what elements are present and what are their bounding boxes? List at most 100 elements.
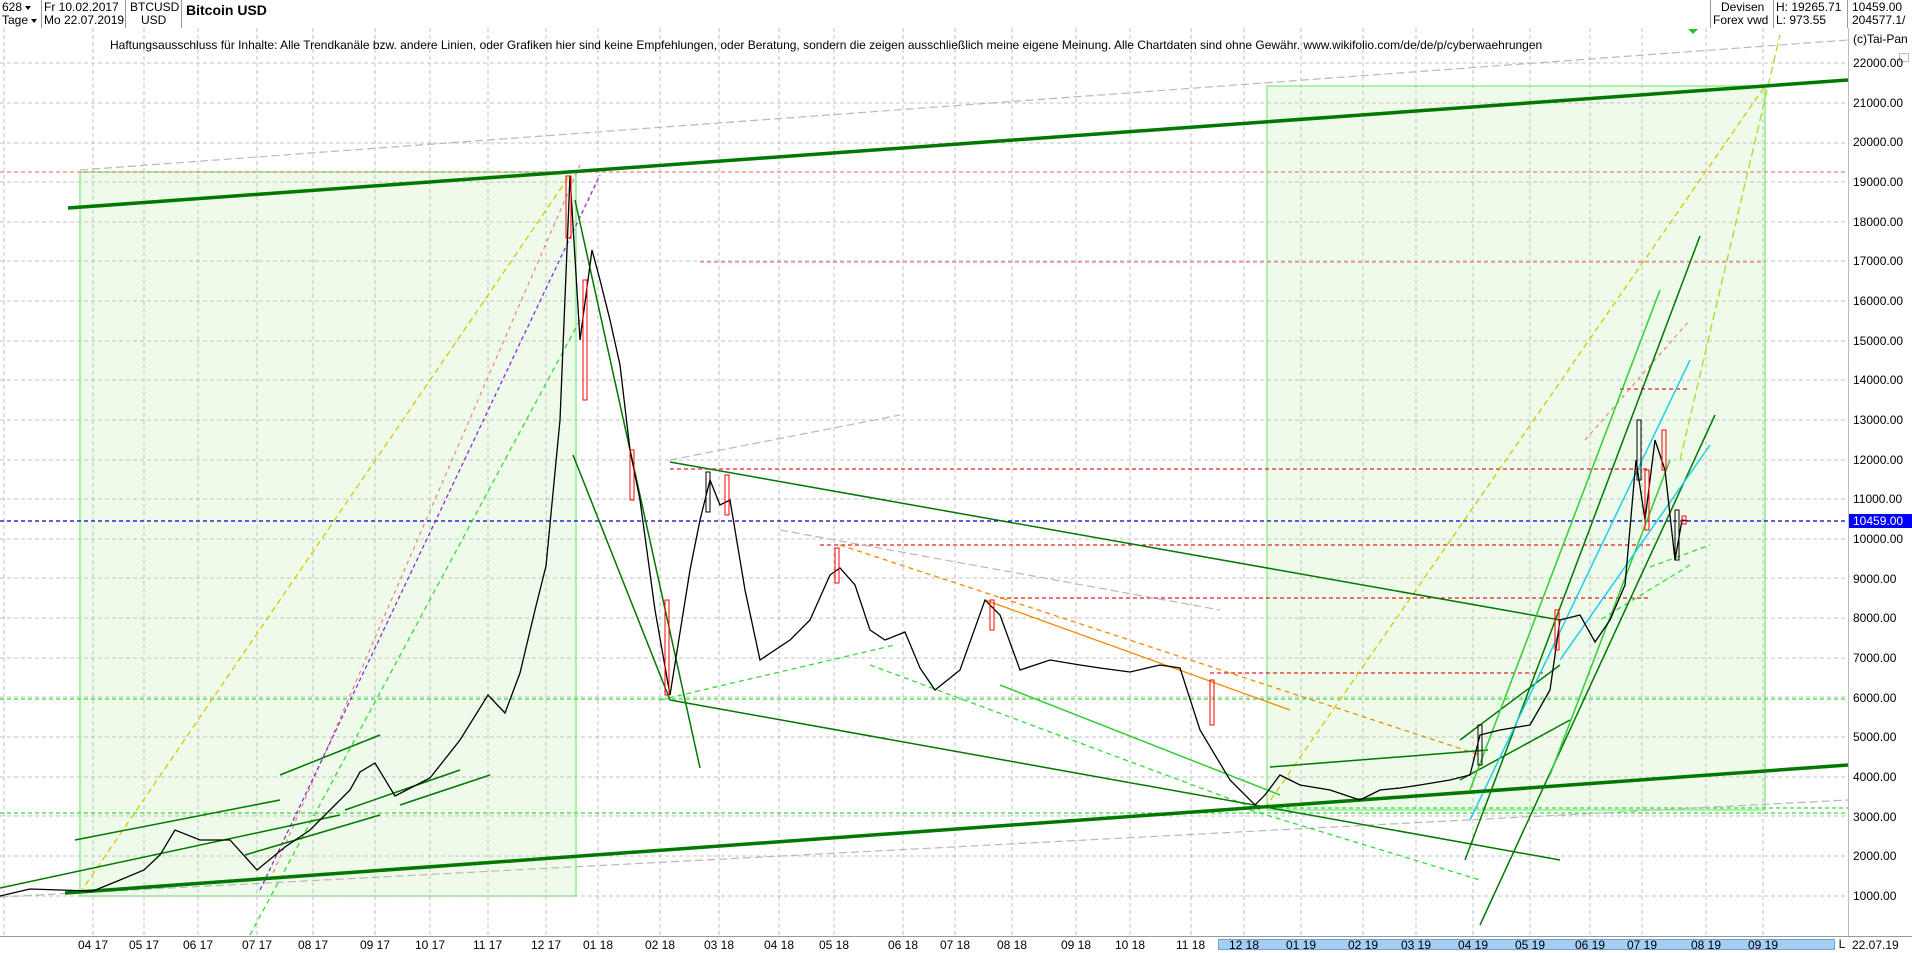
time-range-selection[interactable]	[1218, 939, 1835, 950]
x-tick-label: 02 19	[1348, 938, 1379, 952]
orange-solid-trendline	[984, 599, 1291, 711]
y-tick-label: 18000.00	[1853, 214, 1904, 229]
market-label: Devisen	[1721, 0, 1765, 14]
y-tick-label: 12000.00	[1853, 452, 1904, 467]
x-tick-label: 05 17	[129, 938, 160, 952]
chart-title: Bitcoin USD	[186, 2, 267, 18]
y-tick-label: 13000.00	[1853, 413, 1904, 428]
x-tick-label: 08 18	[997, 938, 1028, 952]
date-from[interactable]: Fr 10.02.2017	[44, 0, 119, 14]
x-tick-label: 08 17	[298, 938, 329, 952]
high-value: H: 19265.71	[1776, 0, 1842, 14]
x-tick-label: 03 18	[704, 938, 735, 952]
x-tick-label: 07 17	[242, 938, 273, 952]
x-tick-label: 10 18	[1115, 938, 1146, 952]
y-tick-label: 16000.00	[1853, 294, 1904, 309]
interval-select[interactable]: Tage	[2, 14, 38, 27]
source-label: Forex vwd	[1713, 13, 1769, 27]
date-to[interactable]: Mo 22.07.2019	[44, 13, 125, 27]
currency-label: USD	[141, 13, 167, 27]
x-tick-label: 07 19	[1627, 938, 1658, 952]
volume-value: 204577.1/	[1852, 13, 1906, 27]
symbol-cell: BTCUSD USD	[126, 0, 182, 28]
y-tick-label: 6000.00	[1853, 690, 1897, 705]
x-tick-label: 06 19	[1575, 938, 1606, 952]
y-tick-label: 11000.00	[1853, 492, 1903, 507]
horizontal-levels	[0, 171, 1848, 814]
y-tick-label: 10000.00	[1853, 532, 1904, 547]
x-tick-label: 04 18	[764, 938, 795, 952]
price-axis[interactable]: (c)Tai-Pan 1000.00 2000.00 3000.00 4000.00 5…	[1848, 28, 1912, 936]
y-tick-label: 4000.00	[1853, 770, 1897, 785]
candles	[565, 175, 1687, 766]
copyright-label: (c)Tai-Pan	[1853, 32, 1908, 46]
y-tick-label: 5000.00	[1853, 730, 1897, 745]
y-tick-label: 7000.00	[1853, 651, 1897, 666]
x-tick-label: 01 18	[583, 938, 614, 952]
y-tick-label: 2000.00	[1853, 849, 1897, 864]
long-term-channel	[64, 78, 1848, 895]
yellow-rays	[79, 85, 1766, 894]
x-tick-label: 11 18	[1176, 938, 1206, 952]
green-dashed-rays	[249, 319, 1711, 936]
grey-channel-lines	[0, 39, 1848, 898]
x-tick-label: 06 17	[183, 938, 214, 952]
y-tick-label: 19000.00	[1853, 175, 1904, 189]
y-tick-label: 14000.00	[1853, 373, 1904, 388]
x-tick-label: 11 17	[473, 938, 503, 952]
x-tick-label: 04 19	[1458, 938, 1489, 952]
period-select[interactable]: 628	[2, 1, 32, 14]
log-scale-button[interactable]: L	[1838, 937, 1846, 951]
period-cell: 628 Tage	[0, 0, 42, 28]
high-low-cell: H: 19265.71 L: 973.55	[1774, 0, 1848, 28]
lime-rays	[1679, 34, 1781, 461]
y-tick-label: 9000.00	[1853, 571, 1897, 586]
x-tick-label: 07 18	[940, 938, 971, 952]
y-tick-label: 15000.00	[1853, 333, 1904, 348]
x-tick-label: 03 19	[1401, 938, 1432, 952]
chevron-down-icon	[25, 5, 32, 10]
x-tick-label: 10 17	[415, 938, 446, 952]
chart-header: 628 Tage Fr 10.02.2017 Mo 22.07.2019 BTC…	[0, 0, 1912, 29]
x-tick-label: 08 19	[1691, 938, 1722, 952]
x-tick-label: 09 17	[360, 938, 391, 952]
y-tick-label: 22000.00	[1853, 56, 1904, 70]
time-axis[interactable]: 04 17 05 17 06 17 07 17 08 17 09 17 10 17 11 17…	[0, 936, 1912, 953]
market-cell: Devisen Forex vwd	[1710, 0, 1774, 28]
analysis-box-2017	[79, 171, 577, 897]
x-tick-label: 12 18	[1229, 938, 1260, 952]
y-tick-label: 1000.00	[1853, 889, 1897, 904]
date-range-cell: Fr 10.02.2017 Mo 22.07.2019	[42, 0, 126, 28]
y-tick-label: 20000.00	[1853, 135, 1904, 150]
x-tick-label: 01 19	[1286, 938, 1317, 952]
last-price: 10459.00	[1852, 0, 1903, 14]
x-tick-label: 09 18	[1061, 938, 1092, 952]
price-chart[interactable]	[0, 28, 1848, 936]
x-tick-label: 02 18	[645, 938, 676, 952]
x-tick-label: 05 18	[819, 938, 850, 952]
current-date-marker-icon	[1688, 29, 1698, 34]
chevron-down-icon	[31, 18, 38, 23]
low-value: L: 973.55	[1776, 13, 1827, 27]
collapse-button[interactable]	[1899, 53, 1909, 62]
x-tick-label: 09 19	[1748, 938, 1779, 952]
dark-green-trendlines	[0, 199, 1716, 926]
current-price-label: 10459.00	[1849, 514, 1912, 528]
light-green-trendlines	[999, 289, 1671, 796]
y-tick-label: 17000.00	[1853, 254, 1904, 269]
y-tick-label: 21000.00	[1853, 95, 1904, 110]
symbol-label: BTCUSD	[130, 0, 180, 14]
last-cell: 10459.00 204577.1/	[1848, 0, 1912, 28]
x-tick-label: 04 17	[78, 938, 109, 952]
end-date-label: 22.07.19	[1852, 938, 1899, 952]
purple-ray	[259, 174, 601, 891]
analysis-box-2019	[1266, 85, 1766, 811]
horizontal-gridlines	[0, 62, 1848, 897]
y-tick-label: 8000.00	[1853, 611, 1897, 626]
y-tick-label: 3000.00	[1853, 809, 1897, 824]
x-tick-label: 06 18	[888, 938, 919, 952]
disclaimer-text: Haftungsausschluss für Inhalte: Alle Tre…	[110, 38, 1543, 52]
x-tick-label: 05 19	[1515, 938, 1546, 952]
x-tick-label: 12 17	[531, 938, 562, 952]
orange-trendlines	[839, 544, 1481, 756]
